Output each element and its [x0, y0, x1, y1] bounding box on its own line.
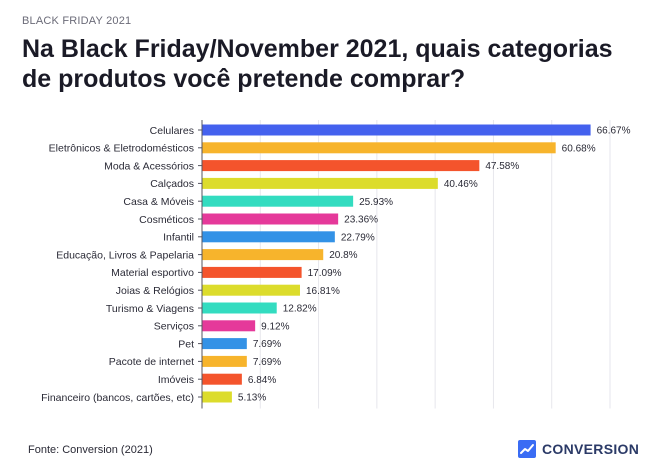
value-label: 5.13% [238, 393, 266, 404]
category-label: Serviços [154, 321, 194, 333]
value-label: 9.12% [261, 321, 289, 332]
category-label: Pacote de internet [109, 356, 194, 368]
value-label: 60.68% [562, 143, 596, 154]
category-label: Material esportivo [111, 267, 194, 279]
bar [202, 195, 354, 207]
category-label: Calçados [150, 178, 194, 190]
category-label: Educação, Livros & Papelaria [56, 249, 194, 261]
bar [202, 355, 247, 367]
category-label: Pet [178, 338, 194, 350]
value-label: 66.67% [597, 126, 631, 137]
page-title: Na Black Friday/November 2021, quais cat… [22, 35, 613, 93]
value-label: 23.36% [344, 215, 378, 226]
category-label: Casa & Móveis [123, 196, 194, 208]
category-label: Financeiro (bancos, cartões, etc) [41, 392, 194, 404]
value-label: 40.46% [444, 179, 478, 190]
value-label: 25.93% [359, 197, 393, 208]
source-note: Fonte: Conversion (2021) [28, 444, 153, 456]
bar [202, 231, 335, 243]
eyebrow-label: BLACK FRIDAY 2021 [22, 15, 132, 27]
value-label: 7.69% [253, 339, 281, 350]
value-label: 16.81% [306, 286, 340, 297]
category-label: Celulares [150, 125, 194, 137]
category-label: Cosméticos [139, 214, 194, 226]
value-label: 17.09% [308, 268, 342, 279]
bar [202, 160, 480, 172]
bar [202, 249, 324, 261]
bar [202, 177, 438, 189]
value-label: 12.82% [283, 304, 317, 315]
bar [202, 266, 302, 278]
category-label: Joias & Relógios [116, 285, 194, 297]
bar [202, 142, 556, 154]
bar [202, 302, 277, 314]
category-label: Imóveis [158, 374, 194, 386]
bar [202, 391, 232, 403]
category-label: Turismo & Viagens [106, 303, 194, 315]
trend-chart-icon [518, 440, 536, 458]
bar [202, 373, 242, 385]
value-label: 22.79% [341, 232, 375, 243]
value-label: 6.84% [248, 375, 276, 386]
category-label: Moda & Acessórios [104, 160, 194, 172]
category-label: Infantil [163, 232, 194, 244]
chart-bars: Celulares 66.67% Eletrônicos & Eletrodomés… [41, 120, 631, 409]
bar [202, 320, 256, 332]
bar [202, 213, 339, 225]
value-label: 7.69% [253, 357, 281, 368]
category-label: Eletrônicos & Eletrodomésticos [49, 143, 194, 155]
bar-chart: Celulares 66.67% Eletrônicos & Eletrodomés… [41, 120, 631, 409]
bar [202, 284, 300, 296]
value-label: 20.8% [329, 250, 357, 261]
bar [202, 338, 247, 350]
value-label: 47.58% [485, 161, 519, 172]
brand-logo: CONVERSION [518, 440, 639, 458]
brand-name: CONVERSION [542, 441, 640, 457]
bar [202, 124, 591, 136]
